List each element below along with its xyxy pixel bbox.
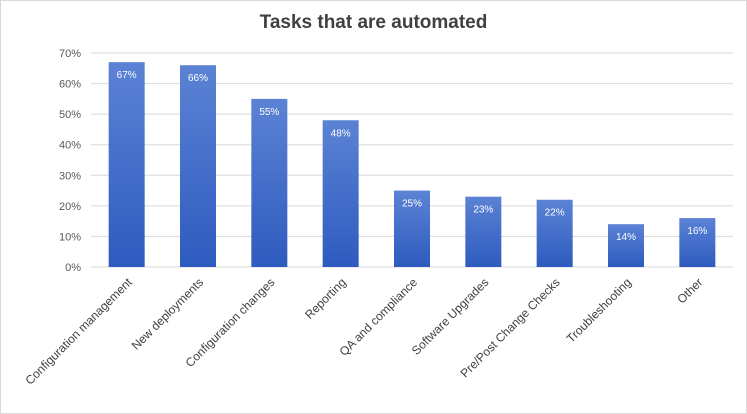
data-label: 16% xyxy=(687,226,707,237)
bar xyxy=(394,190,430,267)
data-label: 66% xyxy=(188,73,208,84)
bar xyxy=(322,120,359,267)
data-labels: 67% 66% 55% 48% 25% 23% 22% 14% 16% xyxy=(117,70,708,243)
data-label: 55% xyxy=(259,107,279,118)
y-tick-label: 50% xyxy=(59,109,81,121)
x-tick-label: New deployments xyxy=(129,275,206,352)
data-label: 23% xyxy=(473,205,493,216)
bar xyxy=(108,62,145,267)
data-label: 22% xyxy=(545,208,565,219)
data-label: 14% xyxy=(616,232,636,243)
y-tick-label: 70% xyxy=(59,48,81,60)
x-tick-label: Reporting xyxy=(302,275,349,322)
y-tick-label: 60% xyxy=(59,79,81,91)
y-axis: 0% 10% 20% 30% 40% 50% 60% 70% xyxy=(59,48,81,274)
y-tick-label: 30% xyxy=(59,170,81,182)
bar xyxy=(180,65,216,267)
bar xyxy=(536,199,573,267)
x-tick-label: QA and compliance xyxy=(337,275,421,359)
y-tick-label: 0% xyxy=(65,262,81,274)
x-tick-label: Software Upgrades xyxy=(409,275,492,358)
bar xyxy=(251,98,288,267)
y-tick-label: 40% xyxy=(59,140,81,152)
bars xyxy=(108,62,716,267)
x-tick-label: Configuration management xyxy=(23,275,136,388)
chart-title: Tasks that are automated xyxy=(259,12,488,33)
bar xyxy=(679,218,716,267)
data-label: 48% xyxy=(331,128,351,139)
data-label: 67% xyxy=(117,70,137,81)
bar xyxy=(465,196,502,267)
y-tick-label: 20% xyxy=(59,201,81,213)
bar xyxy=(608,224,644,267)
x-tick-label: Other xyxy=(674,275,705,306)
x-tick-label: Troubleshooting xyxy=(564,275,634,345)
data-label: 25% xyxy=(402,199,422,210)
y-tick-label: 10% xyxy=(59,231,81,243)
